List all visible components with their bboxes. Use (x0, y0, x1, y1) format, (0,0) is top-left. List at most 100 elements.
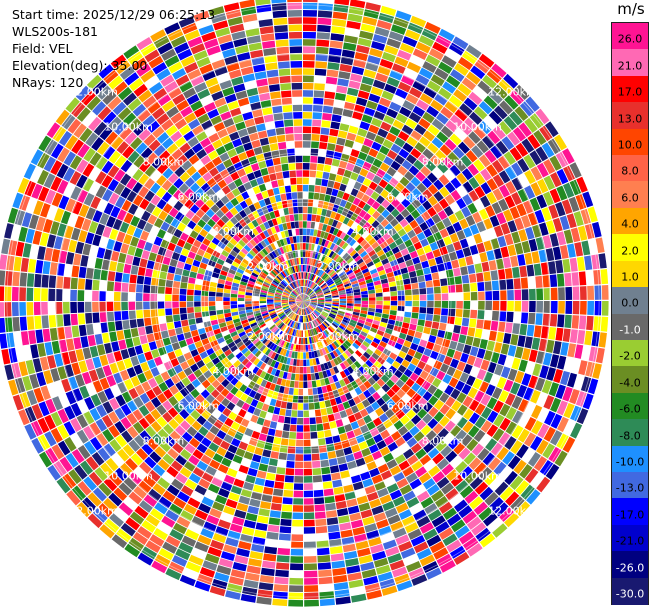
velocity-gate (305, 337, 308, 345)
velocity-gate (209, 365, 218, 375)
velocity-gate (268, 308, 275, 313)
velocity-gate (313, 285, 319, 291)
velocity-gate (556, 231, 567, 246)
velocity-gate (212, 139, 223, 150)
velocity-gate (81, 371, 92, 385)
velocity-gate (310, 258, 315, 266)
velocity-gate (120, 173, 132, 186)
velocity-gate (344, 201, 353, 210)
velocity-gate (275, 319, 282, 326)
velocity-gate (553, 368, 563, 384)
velocity-gate (303, 490, 314, 498)
velocity-gate (63, 167, 75, 182)
velocity-gate (316, 268, 321, 276)
velocity-gate (347, 13, 363, 23)
velocity-gate (72, 201, 83, 215)
velocity-gate (523, 387, 534, 401)
velocity-gate (485, 291, 493, 301)
velocity-gate (289, 274, 294, 282)
velocity-gate (353, 411, 363, 421)
velocity-gate (543, 426, 556, 442)
velocity-gate (567, 343, 577, 358)
velocity-gate (92, 290, 99, 301)
velocity-gate (380, 278, 389, 284)
velocity-gate (458, 334, 467, 344)
velocity-gate (389, 414, 400, 425)
velocity-gate (368, 249, 376, 257)
velocity-gate (127, 400, 138, 412)
velocity-gate (322, 370, 328, 378)
velocity-gate (420, 496, 434, 509)
velocity-gate (288, 163, 296, 171)
velocity-gate (161, 179, 173, 191)
velocity-gate (265, 158, 274, 167)
velocity-gate (167, 242, 176, 252)
velocity-gate (427, 124, 440, 136)
velocity-gate (437, 329, 446, 339)
velocity-gate (117, 448, 130, 462)
velocity-gate (323, 289, 330, 293)
velocity-gate (279, 355, 285, 363)
velocity-gate (537, 423, 550, 439)
velocity-gate (71, 362, 81, 376)
velocity-gate (208, 296, 216, 301)
velocity-gate (0, 302, 5, 317)
velocity-gate (299, 228, 303, 236)
velocity-gate (108, 192, 120, 205)
velocity-gate (264, 442, 273, 451)
velocity-gate (347, 572, 362, 582)
velocity-gate (346, 228, 354, 236)
velocity-gate (454, 210, 465, 221)
velocity-gate (439, 186, 450, 198)
velocity-gate (399, 106, 412, 118)
velocity-gate (453, 350, 462, 361)
velocity-gate (179, 466, 192, 478)
velocity-gate (296, 300, 303, 301)
velocity-gate (344, 314, 352, 319)
velocity-gate (392, 496, 406, 507)
velocity-gate (259, 223, 267, 232)
velocity-gate (418, 281, 426, 289)
velocity-gate (500, 343, 510, 355)
velocity-gate (324, 276, 331, 283)
velocity-gate (316, 230, 322, 238)
velocity-gate (246, 565, 261, 575)
velocity-gate (43, 218, 53, 234)
velocity-gate (86, 267, 94, 279)
velocity-gate (249, 249, 257, 257)
velocity-gate (150, 244, 160, 254)
velocity-gate (320, 231, 326, 239)
velocity-gate (475, 527, 491, 542)
velocity-gate (235, 121, 246, 131)
velocity-gate (303, 228, 307, 236)
velocity-gate (215, 145, 227, 156)
velocity-gate (299, 294, 303, 301)
velocity-gate (95, 185, 107, 199)
velocity-gate (352, 265, 360, 272)
velocity-gate (304, 272, 306, 279)
velocity-gate (332, 301, 340, 303)
velocity-gate (403, 490, 416, 502)
velocity-gate (239, 219, 247, 228)
velocity-gate (70, 277, 78, 290)
velocity-gate (260, 335, 267, 342)
velocity-gate (306, 235, 310, 243)
velocity-gate (280, 254, 285, 262)
velocity-gate (410, 318, 418, 325)
velocity-gate (183, 503, 197, 515)
velocity-gate (536, 288, 544, 301)
velocity-gate (280, 231, 286, 239)
velocity-gate (321, 285, 328, 290)
velocity-gate (266, 236, 273, 244)
velocity-gate (346, 290, 353, 294)
velocity-gate (309, 313, 314, 321)
velocity-gate (194, 254, 203, 262)
velocity-gate (301, 301, 303, 308)
velocity-gate (474, 416, 486, 429)
velocity-gate (95, 223, 106, 236)
velocity-gate (445, 396, 456, 408)
velocity-gate (150, 285, 158, 294)
velocity-gate (448, 308, 456, 317)
velocity-gate (439, 560, 456, 573)
velocity-gate (288, 298, 296, 301)
